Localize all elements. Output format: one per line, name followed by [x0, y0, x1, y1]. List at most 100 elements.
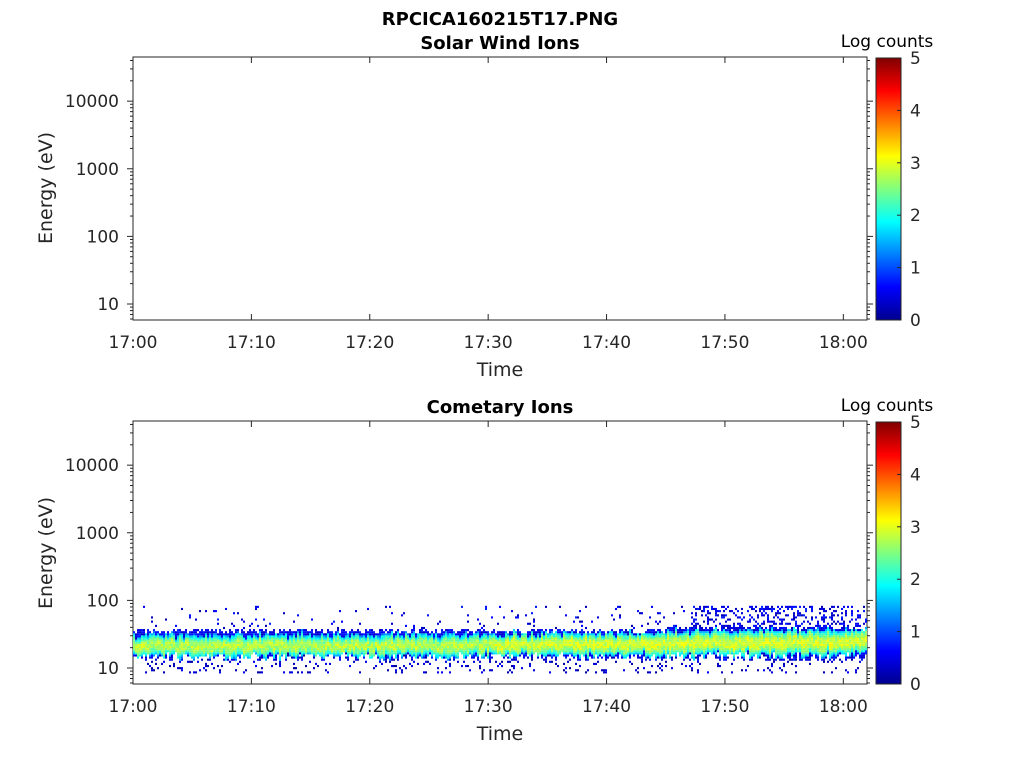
heatmap-cell — [331, 652, 333, 655]
heatmap-cell — [637, 667, 639, 670]
heatmap-cell — [301, 654, 303, 657]
heatmap-cell — [715, 645, 717, 649]
heatmap-cell — [745, 643, 747, 646]
heatmap-cell — [763, 629, 765, 632]
heatmap-cell — [565, 639, 567, 642]
heatmap-cell — [365, 643, 367, 646]
heatmap-cell — [695, 629, 697, 632]
heatmap-cell — [639, 633, 641, 636]
heatmap-cell — [379, 660, 381, 663]
heatmap-cell — [611, 641, 613, 644]
heatmap-cell — [519, 631, 521, 634]
heatmap-cell — [539, 643, 541, 646]
heatmap-cell — [193, 643, 195, 646]
heatmap-cell — [391, 650, 393, 653]
heatmap-cell — [315, 631, 317, 634]
heatmap-cell — [317, 631, 319, 634]
heatmap-cell — [141, 639, 143, 642]
heatmap-cell — [377, 645, 379, 649]
heatmap-cell — [617, 637, 619, 640]
heatmap-cell — [539, 629, 541, 632]
heatmap-cell — [673, 626, 675, 630]
heatmap-cell — [347, 648, 349, 651]
heatmap-cell — [767, 629, 769, 632]
heatmap-cell — [179, 652, 181, 655]
heatmap-cell — [453, 633, 455, 636]
heatmap-cell — [653, 639, 655, 642]
heatmap-cell — [591, 631, 593, 634]
heatmap-cell — [599, 650, 601, 653]
heatmap-cell — [771, 639, 773, 642]
heatmap-cell — [537, 643, 539, 646]
heatmap-cell — [235, 650, 237, 653]
heatmap-cell — [427, 650, 429, 653]
heatmap-cell — [729, 629, 731, 632]
heatmap-cell — [767, 637, 769, 640]
heatmap-cell — [163, 652, 165, 655]
heatmap-cell — [799, 614, 801, 617]
heatmap-cell — [215, 635, 217, 638]
heatmap-cell — [303, 633, 305, 636]
heatmap-cell — [193, 656, 195, 659]
heatmap-cell — [703, 652, 705, 655]
heatmap-cell — [561, 650, 563, 653]
heatmap-cell — [497, 637, 499, 640]
heatmap-cell — [519, 652, 521, 655]
heatmap-cell — [655, 645, 657, 649]
heatmap-cell — [585, 652, 587, 655]
heatmap-cell — [709, 618, 711, 621]
heatmap-cell — [585, 650, 587, 653]
heatmap-cell — [525, 614, 527, 617]
heatmap-cell — [743, 645, 745, 649]
heatmap-cell — [211, 629, 213, 632]
heatmap-cell — [769, 629, 771, 632]
heatmap-cell — [759, 631, 761, 634]
heatmap-cell — [421, 629, 423, 632]
heatmap-cell — [697, 658, 699, 661]
heatmap-cell — [757, 626, 759, 630]
heatmap-cell — [685, 637, 687, 640]
heatmap-cell — [703, 631, 705, 634]
heatmap-cell — [277, 635, 279, 638]
heatmap-cell — [291, 671, 293, 674]
heatmap-cell — [567, 654, 569, 657]
heatmap-cell — [423, 652, 425, 655]
heatmap-cell — [671, 656, 673, 659]
heatmap-cell — [531, 658, 533, 661]
heatmap-cell — [759, 633, 761, 636]
heatmap-cell — [611, 633, 613, 636]
heatmap-cell — [345, 639, 347, 642]
heatmap-cell — [571, 635, 573, 638]
heatmap-cell — [725, 631, 727, 634]
heatmap-cell — [625, 648, 627, 651]
heatmap-cell — [475, 652, 477, 655]
heatmap-cell — [413, 648, 415, 651]
heatmap-cell — [505, 631, 507, 634]
heatmap-cell — [149, 641, 151, 644]
heatmap-cell — [485, 654, 487, 657]
heatmap-cell — [351, 637, 353, 640]
heatmap-cell — [271, 648, 273, 651]
heatmap-cell — [749, 614, 751, 617]
heatmap-cell — [251, 652, 253, 655]
heatmap-cell — [569, 635, 571, 638]
heatmap-cell — [505, 648, 507, 651]
heatmap-cell — [233, 658, 235, 661]
heatmap-cell — [749, 656, 751, 659]
heatmap-cell — [781, 635, 783, 638]
heatmap-cell — [161, 652, 163, 655]
heatmap-cell — [569, 652, 571, 655]
heatmap-cell — [301, 635, 303, 638]
heatmap-cell — [763, 652, 765, 655]
heatmap-cell — [593, 629, 595, 632]
heatmap-cell — [363, 633, 365, 636]
heatmap-cell — [245, 633, 247, 636]
heatmap-cell — [191, 631, 193, 634]
heatmap-cell — [675, 656, 677, 659]
heatmap-cell — [721, 652, 723, 655]
heatmap-cell — [419, 654, 421, 657]
heatmap-cell — [461, 637, 463, 640]
heatmap-cell — [259, 648, 261, 651]
heatmap-cell — [439, 620, 441, 623]
heatmap-cell — [405, 650, 407, 653]
